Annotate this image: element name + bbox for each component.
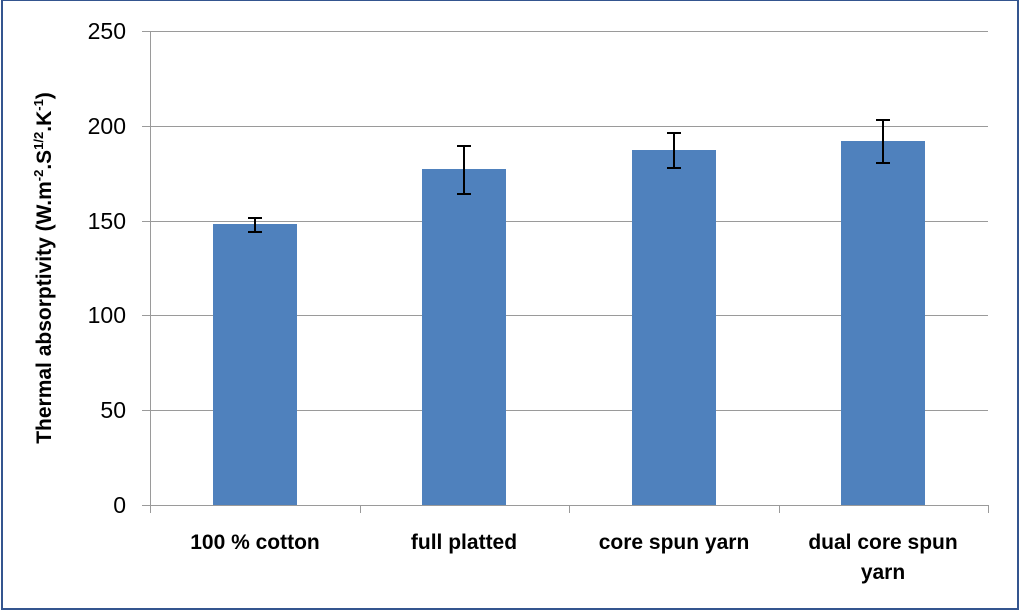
y-tick-label: 100 [87,302,126,328]
y-axis-label: Thermal absorptivity (W.m-2.S1/2.K-1) [31,92,57,444]
gridline [150,221,988,222]
y-axis-label-sup: 1/2 [31,131,46,150]
x-tick-mark [988,505,989,513]
y-axis-label-part: ) [33,92,56,100]
y-tick-label: 50 [100,397,126,423]
error-bar-cap-top [248,217,262,219]
x-tick-label: full platted [364,528,564,558]
x-tick-mark [150,505,151,513]
x-tick-label-line: 100 % cotton [190,531,320,554]
error-bar-cap-bottom [248,231,262,233]
error-bar [882,119,884,163]
y-tick-mark [142,31,150,32]
y-tick-mark [142,221,150,222]
y-tick-mark [142,126,150,127]
bar-0 [213,224,297,505]
y-tick-label: 0 [113,492,126,518]
x-tick-label-line: core spun yarn [598,531,750,554]
x-tick-label-line: full platted [410,531,518,554]
y-axis-label-sup: -1 [31,99,46,111]
x-tick-label-line: dual core spun [808,531,958,554]
error-bar [463,145,465,194]
y-axis-line [150,31,151,513]
gridline [150,31,988,32]
x-tick-mark [360,505,361,513]
bar-2 [632,150,716,505]
gridline [150,315,988,316]
error-bar-cap-bottom [667,167,681,169]
gridline [150,126,988,127]
error-bar-cap-bottom [876,162,890,164]
y-axis-label-sup: -2 [31,169,46,182]
y-axis-label-part: .S [33,149,56,170]
error-bar-cap-top [457,145,471,147]
y-tick-label: 250 [87,18,126,44]
y-tick-mark [142,315,150,316]
y-axis-label-part: Thermal absorptivity (W.m [33,181,56,444]
x-tick-label: dual core spun yarn [783,528,983,588]
x-tick-label: 100 % cotton [155,528,355,558]
y-tick-label: 150 [87,208,126,234]
x-tick-mark [569,505,570,513]
bar-3 [841,141,925,505]
error-bar [254,217,256,232]
x-tick-mark [779,505,780,513]
bar-1 [422,169,506,505]
x-tick-label-line: yarn [860,561,906,584]
y-axis-label-part: .K [33,110,56,132]
y-tick-mark [142,505,150,506]
error-bar-cap-bottom [457,193,471,195]
error-bar-cap-top [876,119,890,121]
error-bar-cap-top [667,132,681,134]
error-bar [673,132,675,168]
gridline [150,410,988,411]
x-tick-label: core spun yarn [574,528,774,558]
y-tick-mark [142,410,150,411]
y-tick-label: 200 [87,113,126,139]
